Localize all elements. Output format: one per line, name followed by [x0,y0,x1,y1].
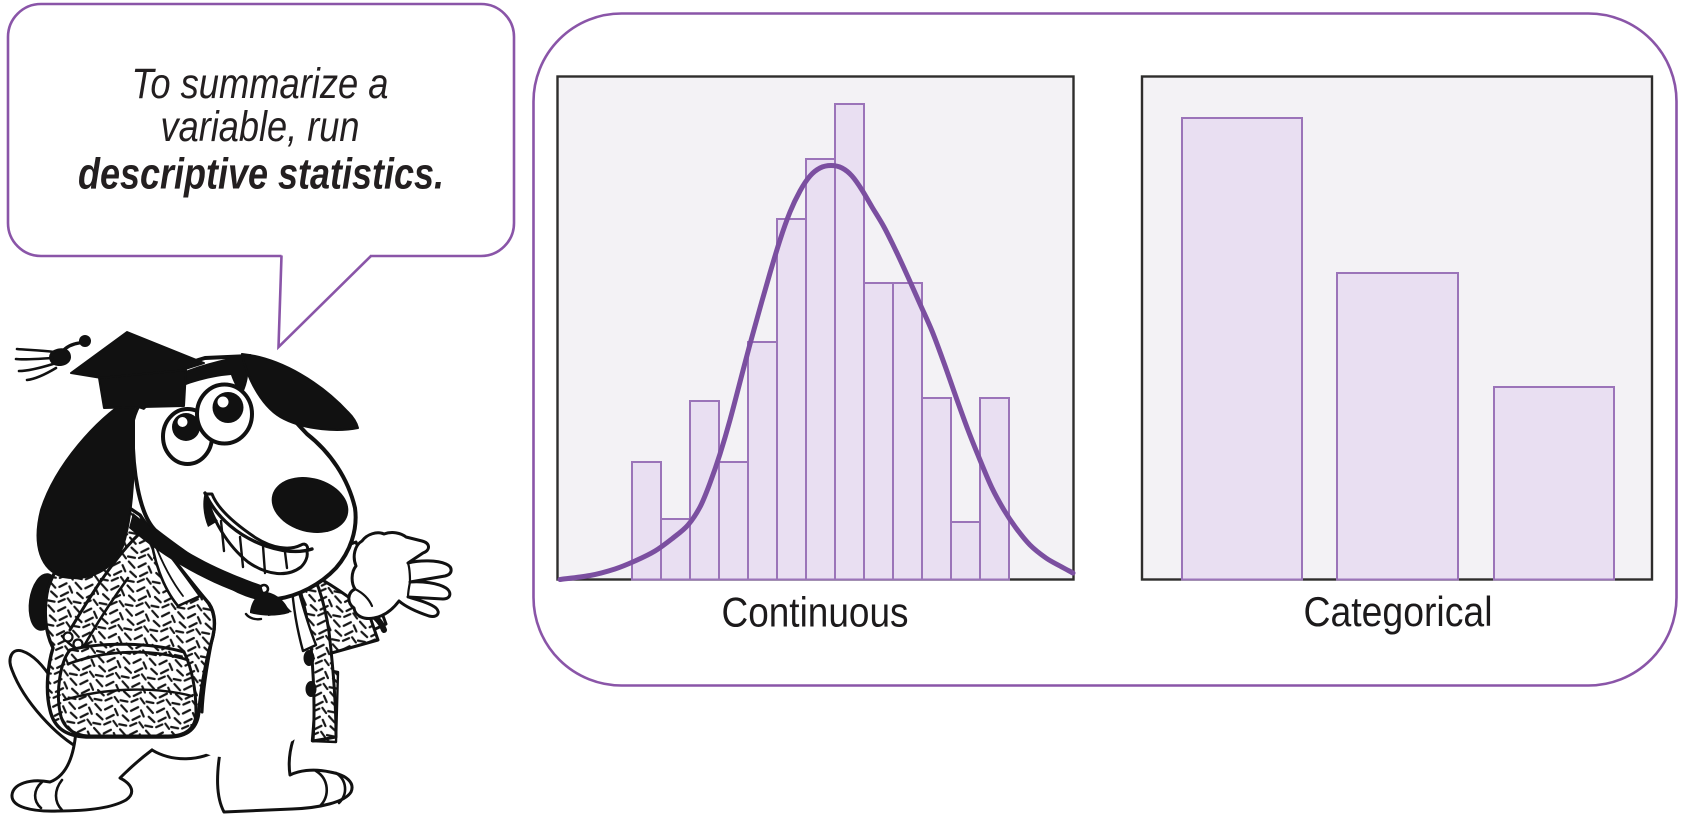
svg-text:descriptive statistics.: descriptive statistics. [78,150,444,199]
svg-text:To summarize a: To summarize a [132,60,389,108]
svg-text:Continuous: Continuous [722,589,909,636]
svg-text:variable, run: variable, run [161,103,360,151]
svg-text:Categorical: Categorical [1304,588,1493,635]
